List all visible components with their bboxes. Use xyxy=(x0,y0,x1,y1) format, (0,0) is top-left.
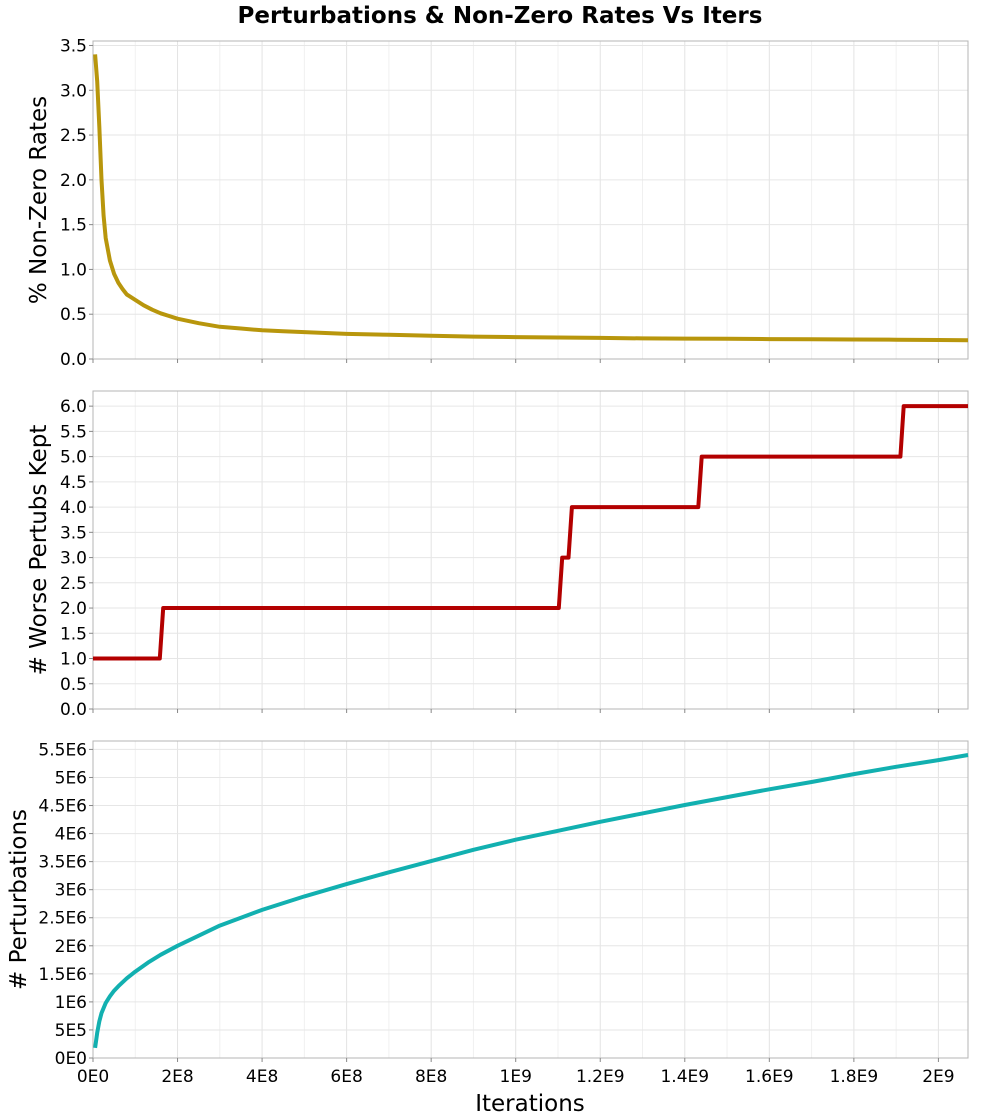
x-tick-label: 8E8 xyxy=(415,1067,447,1087)
y-tick-label: 1.5E6 xyxy=(38,965,87,985)
y-tick-label: 1E6 xyxy=(55,993,87,1013)
x-tick-label: 0E0 xyxy=(77,1067,109,1087)
panel-3: 0E0 5E5 1E6 1.5E6 2E6 2.5E6 3E6 3.5E6 4E6 4.5E6 5E… xyxy=(6,740,969,1087)
x-tick-label: 6E8 xyxy=(330,1067,362,1087)
y-tick-label: 4E6 xyxy=(55,825,87,845)
y-tick-label: 4.0 xyxy=(60,498,87,518)
x-tick-label: 2E9 xyxy=(922,1067,954,1087)
y-tick-label: 3.5E6 xyxy=(38,853,87,873)
y-tick-label: 0.5 xyxy=(60,305,87,325)
y-axis-label: % Non-Zero Rates xyxy=(26,96,52,304)
y-tick-label: 0E0 xyxy=(55,1049,87,1069)
plot-frame xyxy=(92,40,969,360)
x-tick-label: 4E8 xyxy=(246,1067,278,1087)
series-line xyxy=(93,753,969,1049)
y-axis-label: # Worse Pertubs Kept xyxy=(26,425,52,676)
panel-1: 0.0 0.5 1.0 1.5 2.0 2.5 3.0 3.5 % Non-Zero Rates xyxy=(26,36,969,370)
x-tick-label: 1.6E9 xyxy=(745,1067,794,1087)
y-tick-label: 3.0 xyxy=(60,549,87,569)
y-tick-label: 0.5 xyxy=(60,675,87,695)
y-tick-label: 2.5 xyxy=(60,574,87,594)
plot-frame xyxy=(92,740,969,1059)
x-tick-label: 1.2E9 xyxy=(576,1067,625,1087)
y-tick-label: 2E6 xyxy=(55,937,87,957)
y-axis-label: # Perturbations xyxy=(6,809,32,990)
y-tick-label: 1.0 xyxy=(60,650,87,670)
series-line xyxy=(93,54,969,343)
y-tick-label: 2.0 xyxy=(60,599,87,619)
panel-2: 0.0 0.5 1.0 1.5 2.0 2.5 3.0 3.5 4.0 4.5 5.0 5.5 6.0 #… xyxy=(26,390,969,720)
plot-area xyxy=(93,741,968,1058)
y-tick-label: 4.5E6 xyxy=(38,797,87,817)
y-tick-label: 1.5 xyxy=(60,216,87,236)
y-tick-label: 2.5E6 xyxy=(38,909,87,929)
x-axis-label: Iterations xyxy=(475,1091,585,1117)
y-tick-label: 1.5 xyxy=(60,624,87,644)
y-tick-label: 3E6 xyxy=(55,881,87,901)
x-tick-label: 1.8E9 xyxy=(830,1067,879,1087)
y-tick-label: 5E6 xyxy=(55,768,87,788)
y-tick-label: 3.0 xyxy=(60,81,87,101)
y-tick-label: 6.0 xyxy=(60,397,87,417)
plot-area xyxy=(93,41,968,359)
y-tick-label: 1.0 xyxy=(60,260,87,280)
y-tick-label: 3.5 xyxy=(60,523,87,543)
x-tick-label: 1.4E9 xyxy=(660,1067,709,1087)
x-tick-label: 2E8 xyxy=(161,1067,193,1087)
plot-area xyxy=(93,391,968,709)
y-tick-label: 4.5 xyxy=(60,473,87,493)
y-tick-label: 0.0 xyxy=(60,700,87,720)
y-tick-label: 5E5 xyxy=(55,1021,87,1041)
x-tick-label: 1E9 xyxy=(500,1067,532,1087)
y-tick-label: 0.0 xyxy=(60,350,87,370)
series-line xyxy=(93,404,968,661)
chart-title: Perturbations & Non-Zero Rates Vs Iters xyxy=(238,3,763,29)
y-tick-label: 5.0 xyxy=(60,448,87,468)
y-tick-label: 3.5 xyxy=(60,36,87,56)
y-tick-label: 2.0 xyxy=(60,171,87,191)
y-tick-label: 5.5 xyxy=(60,422,87,442)
y-tick-label: 2.5 xyxy=(60,126,87,146)
y-tick-label: 5.5E6 xyxy=(38,740,87,760)
plot-frame xyxy=(92,390,969,710)
